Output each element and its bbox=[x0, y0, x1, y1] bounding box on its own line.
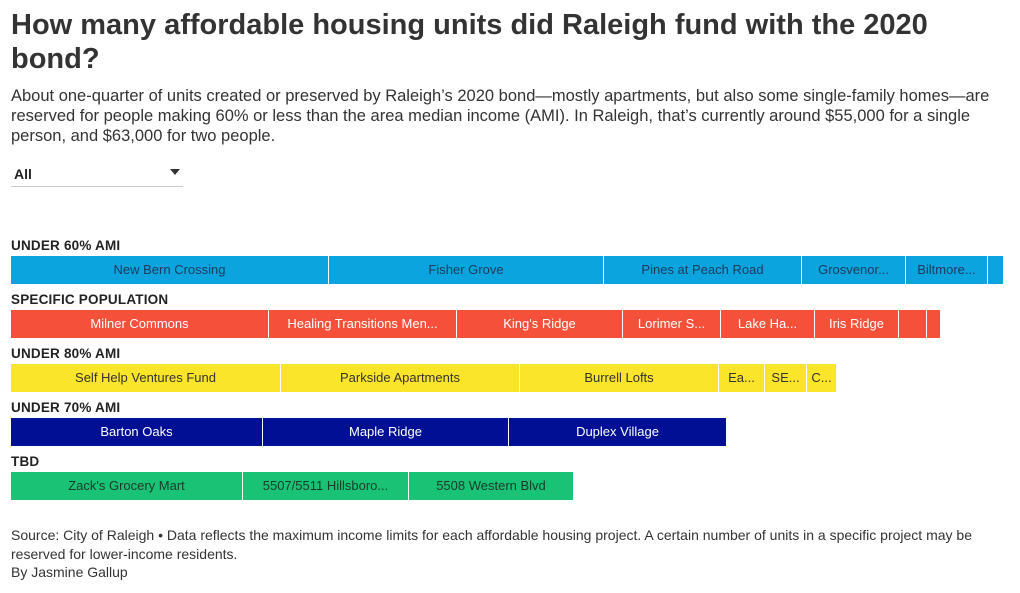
bar-segment[interactable]: Barton Oaks bbox=[11, 418, 263, 446]
bar-segment[interactable]: Parkside Apartments bbox=[281, 364, 520, 392]
bar-segment[interactable] bbox=[927, 310, 941, 338]
bar-segment[interactable]: Lorimer S... bbox=[623, 310, 721, 338]
filter-selected-value: All bbox=[14, 166, 32, 182]
bar-segment[interactable]: Milner Commons bbox=[11, 310, 269, 338]
chart-title: How many affordable housing units did Ra… bbox=[11, 9, 928, 75]
bar-segment[interactable]: Self Help Ventures Fund bbox=[11, 364, 281, 392]
bar-segment[interactable]: New Bern Crossing bbox=[11, 256, 329, 284]
bar-segment[interactable]: Pines at Peach Road bbox=[604, 256, 802, 284]
bar-segment[interactable]: 5507/5511 Hillsboro... bbox=[243, 472, 409, 500]
filter-dropdown[interactable]: All bbox=[11, 162, 183, 187]
bar-segment[interactable] bbox=[899, 310, 927, 338]
bar-segment[interactable]: Ea... bbox=[719, 364, 765, 392]
bar-segment[interactable]: Healing Transitions Men... bbox=[269, 310, 457, 338]
bar-segment[interactable]: Biltmore... bbox=[906, 256, 988, 284]
group-label: UNDER 70% AMI bbox=[11, 400, 121, 415]
group-label: UNDER 60% AMI bbox=[11, 238, 121, 253]
bar-segment[interactable]: Fisher Grove bbox=[329, 256, 604, 284]
chevron-down-icon bbox=[170, 169, 180, 175]
bar-segment[interactable]: Maple Ridge bbox=[263, 418, 509, 446]
group-label: SPECIFIC POPULATION bbox=[11, 292, 169, 307]
stacked-bar-chart: UNDER 60% AMI New Bern Crossing Fisher Gro… bbox=[0, 230, 1020, 510]
chart-subtitle: About one-quarter of units created or pr… bbox=[11, 87, 990, 145]
bar-segment[interactable]: Burrell Lofts bbox=[520, 364, 719, 392]
bar-segment[interactable]: C... bbox=[807, 364, 837, 392]
bar-segment[interactable]: 5508 Western Blvd bbox=[409, 472, 574, 500]
bar-segment[interactable]: Lake Ha... bbox=[721, 310, 815, 338]
bar-segment[interactable]: SE... bbox=[765, 364, 807, 392]
byline: By Jasmine Gallup bbox=[11, 564, 128, 580]
bar-segment[interactable]: Duplex Village bbox=[509, 418, 727, 446]
bar-segment[interactable]: Grosvenor... bbox=[802, 256, 906, 284]
group-label: TBD bbox=[11, 454, 40, 469]
bar-segment[interactable]: Iris Ridge bbox=[815, 310, 899, 338]
bar-segment[interactable] bbox=[988, 256, 1004, 284]
bar-segment[interactable]: King's Ridge bbox=[457, 310, 623, 338]
group-label: UNDER 80% AMI bbox=[11, 346, 121, 361]
bar-segment[interactable]: Zack's Grocery Mart bbox=[11, 472, 243, 500]
source-note: Source: City of Raleigh • Data reflects … bbox=[11, 527, 972, 562]
